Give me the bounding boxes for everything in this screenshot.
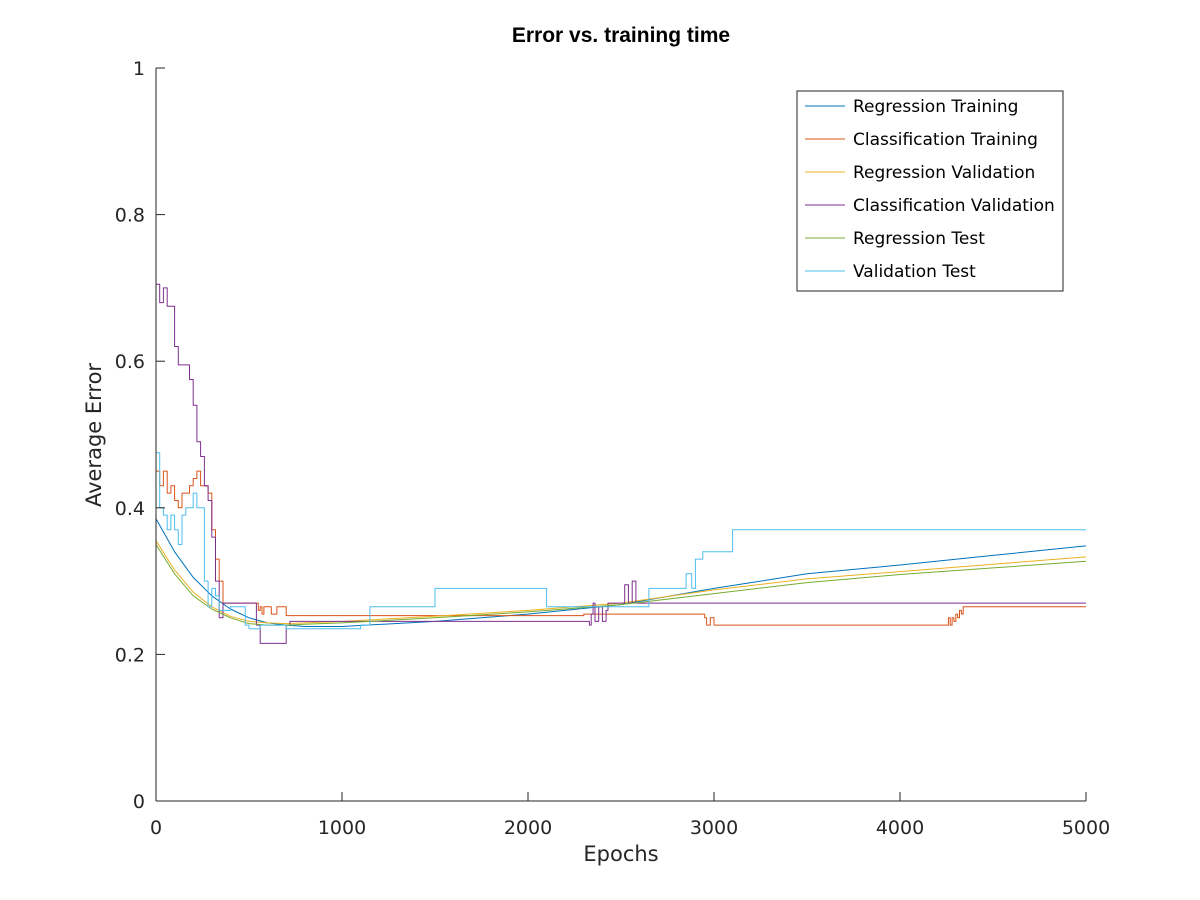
legend-entry-label: Classification Training: [853, 130, 1038, 150]
axes: 0 1000 2000 3000 4000 5000 0 0.2 0.4 0.6 0.8 1: [115, 58, 1110, 839]
y-tick-label: 0.4: [115, 498, 145, 520]
chart-title: Error vs. training time: [512, 24, 730, 47]
x-axis-label: Epochs: [583, 842, 658, 866]
series-line-1: [155, 518, 1087, 627]
x-tick-label: 2000: [504, 817, 552, 839]
legend-entry-label: Regression Test: [853, 229, 985, 249]
y-tick-label: 0.2: [115, 644, 145, 666]
legend-entry-label: Regression Training: [853, 97, 1018, 117]
legend: Regression Training Classification Traini…: [796, 90, 1064, 292]
legend-entry-label: Classification Validation: [853, 196, 1055, 216]
x-tick-label: 4000: [876, 817, 924, 839]
x-tick-label: 3000: [690, 817, 738, 839]
x-tick-label: 0: [150, 817, 162, 839]
y-tick-label: 0.6: [115, 351, 145, 373]
series-line-3: [155, 540, 1087, 625]
legend-entry-label: Regression Validation: [853, 163, 1035, 183]
legend-box: [796, 90, 1064, 292]
y-tick-label: 0: [133, 791, 145, 813]
x-tick-label: 5000: [1062, 817, 1110, 839]
y-tick-label: 0.8: [115, 205, 145, 227]
y-axis-label: Average Error: [82, 363, 106, 507]
x-tick-label: 1000: [318, 817, 366, 839]
series-line-6: [156, 452, 1086, 630]
series-line-4: [156, 283, 1086, 644]
y-tick-label: 1: [133, 58, 145, 80]
series-line-2: [156, 470, 1086, 626]
legend-entry-label: Validation Test: [853, 262, 976, 282]
plot-lines: [155, 283, 1087, 644]
